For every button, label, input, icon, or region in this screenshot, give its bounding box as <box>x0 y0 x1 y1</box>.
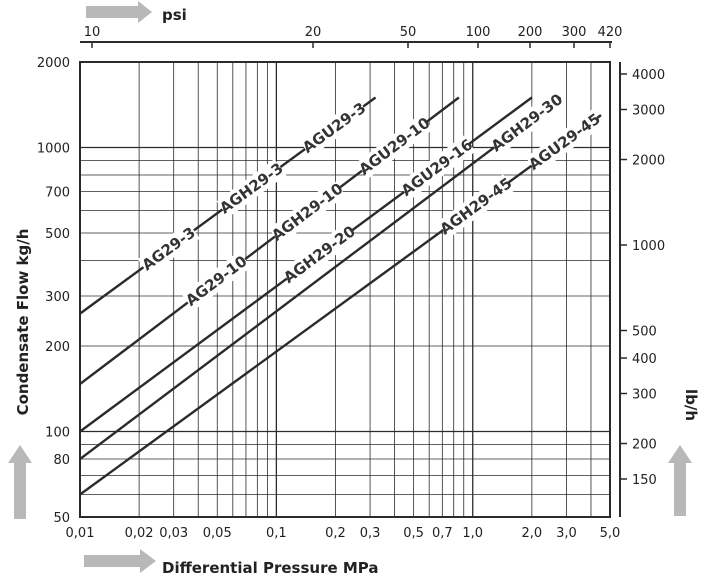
series-label-bg <box>280 222 359 287</box>
flow-arrow-icon <box>8 445 32 519</box>
x-axis-title: Differential Pressure MPa <box>162 559 379 577</box>
y-tick-label: 200 <box>45 340 70 355</box>
y-tick-label: 500 <box>45 227 70 242</box>
y-tick-label: 100 <box>45 426 70 441</box>
right-tick-label: 4000 <box>632 68 665 83</box>
plot-frame <box>79 61 611 518</box>
top-tick-label: 10 <box>84 25 101 40</box>
series-labels: AG29-3AGH29-3AGU29-3AG29-10AGH29-10AGU29… <box>137 90 604 311</box>
top-tick-label: 200 <box>518 25 543 40</box>
right-tick-label: 400 <box>632 352 657 367</box>
x-tick-label: 0,02 <box>125 526 154 541</box>
series-label-bg <box>398 135 476 200</box>
series-line <box>79 96 562 460</box>
y-tick-label: 2000 <box>37 56 70 71</box>
series-label-bg <box>525 109 604 174</box>
series-label-bg <box>356 113 433 179</box>
right-tick-label: 1000 <box>632 239 665 254</box>
top-tick-label: 300 <box>562 25 587 40</box>
psi-arrow-icon <box>86 1 152 23</box>
x-tick-label: 0,1 <box>266 526 287 541</box>
right-tick-label: 150 <box>632 473 657 488</box>
y-tick-label: 1000 <box>37 141 70 156</box>
top-axis-title: psi <box>162 6 187 24</box>
x-tick-label: 0,01 <box>66 526 95 541</box>
x-tick-label: 0,7 <box>432 526 453 541</box>
y-tick-label: 300 <box>45 290 70 305</box>
y-tick-label: 80 <box>53 453 70 468</box>
series-label-bg <box>216 159 287 218</box>
right-tick-label: 500 <box>632 324 657 339</box>
series-label-bg <box>268 179 346 245</box>
series-label-bg <box>137 222 200 276</box>
x-tick-label: 0,03 <box>159 526 188 541</box>
right-tick-label: 2000 <box>632 154 665 169</box>
x-tick-label: 3,0 <box>556 526 577 541</box>
top-tick-label: 100 <box>466 25 491 40</box>
top-tick-label: 20 <box>305 25 322 40</box>
series-label-group: AG29-10 <box>181 251 252 311</box>
top-tick-label: 50 <box>400 25 417 40</box>
pressure-arrow-icon <box>84 549 156 573</box>
y-tick-label: 700 <box>45 185 70 200</box>
y-axis-title: Condensate Flow kg/h <box>14 229 32 416</box>
series-label-bg <box>181 251 252 311</box>
right-axis-title: lb/h <box>682 389 700 421</box>
series-label-bg <box>299 98 370 158</box>
x-tick-label: 0,3 <box>360 526 381 541</box>
x-tick-label: 2,0 <box>522 526 543 541</box>
y-tick-label: 50 <box>53 511 70 526</box>
x-tick-label: 0,05 <box>203 526 232 541</box>
series-label-group: AGU29-3 <box>299 98 370 158</box>
x-tick-label: 0,5 <box>403 526 424 541</box>
right-tick-label: 300 <box>632 388 657 403</box>
tick-labels: 0,01 0,02 0,03 0,05 0,1 0,2 0,3 0,5 0,7 1,0 2,0 3,0… <box>37 25 665 541</box>
x-tick-label: 1,0 <box>462 526 483 541</box>
right-tick-label: 3000 <box>632 103 665 118</box>
series-line <box>79 114 602 496</box>
series-label-bg <box>488 90 566 156</box>
lbh-arrow-icon <box>668 445 692 516</box>
series-label: AG29-3 <box>139 223 199 274</box>
right-tick-label: 200 <box>632 438 657 453</box>
series-label: AGH29-45 <box>437 174 516 238</box>
series-label-bg <box>437 174 515 239</box>
series-label-group: AG29-3 <box>137 222 200 276</box>
x-tick-label: 5,0 <box>600 526 621 541</box>
x-tick-label: 0,2 <box>325 526 346 541</box>
top-tick-label: 420 <box>598 25 623 40</box>
